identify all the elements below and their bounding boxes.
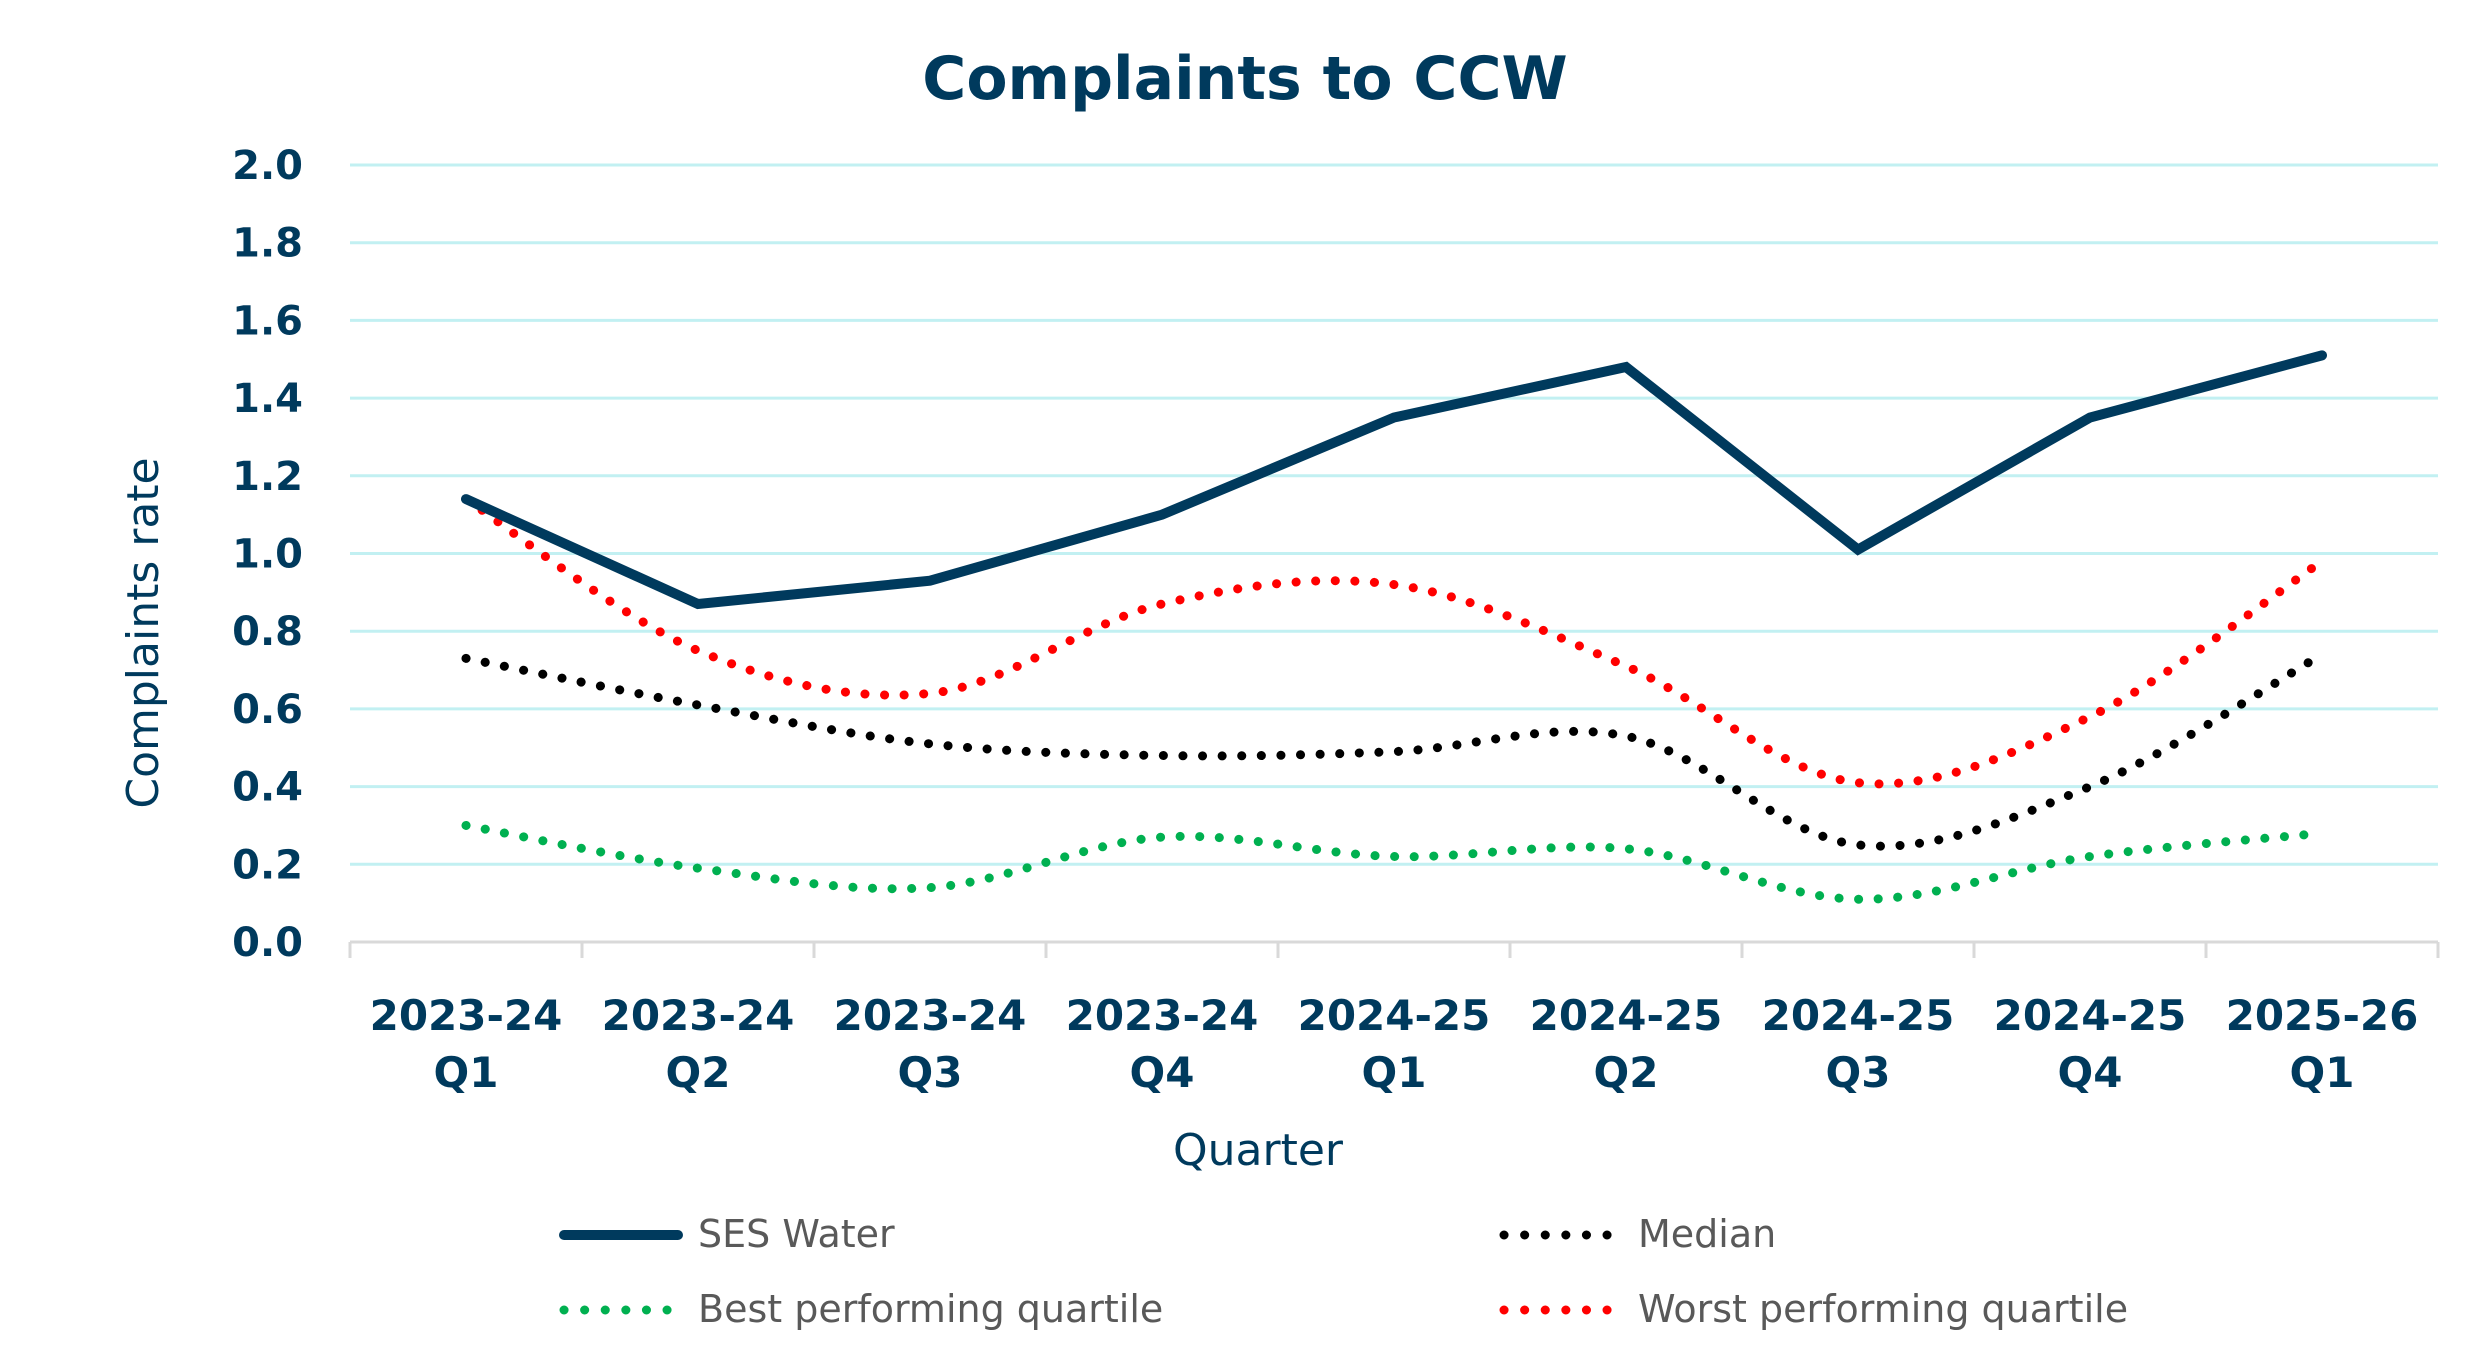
x-tick-label-quarter: Q1: [2290, 1048, 2355, 1097]
x-tick-label-year: 2024-25: [1762, 991, 1955, 1040]
y-tick-label: 1.0: [232, 532, 303, 578]
series-median: [461, 650, 2327, 851]
y-axis-ticks: 0.0 0.2 0.4 0.6 0.8 1.0 1.2 1.4 1.6 1.8 2.0: [232, 143, 303, 966]
series-line-median: [461, 650, 2327, 851]
y-tick-label: 1.4: [232, 376, 303, 422]
x-tick-label-year: 2024-25: [1530, 991, 1723, 1040]
legend-label: Median: [1638, 1212, 1776, 1256]
chart-title: Complaints to CCW: [922, 44, 1567, 114]
x-tick-label-quarter: Q4: [2058, 1048, 2123, 1097]
series-line-best-performing-quartile: [461, 820, 2327, 904]
y-tick-label: 0.6: [232, 687, 303, 733]
series-line-ses-water: [461, 350, 2327, 610]
x-tick-label-year: 2023-24: [1066, 991, 1259, 1040]
series-line-worst-performing-quartile: [461, 494, 2327, 789]
x-axis-ticks: 2023-24 Q1 2023-24 Q2 2023-24 Q3 2023-24 Q4 2024…: [370, 991, 2419, 1097]
legend-item-best-performing-quartile: Best performing quartile: [559, 1287, 1163, 1331]
x-axis: [348, 940, 2440, 958]
gridlines: [350, 163, 2438, 866]
y-tick-label: 1.2: [232, 454, 303, 500]
y-tick-label: 0.2: [232, 842, 303, 888]
y-tick-label: 1.8: [232, 221, 303, 267]
y-tick-label: 0.4: [232, 765, 303, 811]
x-axis-title: Quarter: [1173, 1125, 1344, 1176]
x-tick-label-year: 2024-25: [1298, 991, 1491, 1040]
series: [461, 350, 2327, 904]
legend-label: Worst performing quartile: [1638, 1287, 2128, 1331]
x-tick-label-quarter: Q4: [1130, 1048, 1195, 1097]
legend-item-ses-water: SES Water: [559, 1212, 895, 1256]
legend-item-worst-performing-quartile: Worst performing quartile: [1499, 1287, 2128, 1331]
x-tick-label-quarter: Q1: [434, 1048, 499, 1097]
x-tick-label-quarter: Q3: [1826, 1048, 1891, 1097]
x-tick-label-quarter: Q2: [666, 1048, 731, 1097]
legend-label: SES Water: [698, 1212, 895, 1256]
x-tick-label-quarter: Q2: [1594, 1048, 1659, 1097]
x-tick-label-year: 2025-26: [2226, 991, 2419, 1040]
legend: SES Water Median Best performing quartile W…: [559, 1212, 2128, 1331]
y-tick-label: 0.8: [232, 609, 303, 655]
x-tick-label-year: 2023-24: [834, 991, 1027, 1040]
x-tick-label-quarter: Q3: [898, 1048, 963, 1097]
y-tick-label: 2.0: [232, 143, 303, 189]
x-tick-label-year: 2024-25: [1994, 991, 2187, 1040]
y-tick-label: 1.6: [232, 298, 303, 344]
legend-item-median: Median: [1499, 1212, 1776, 1256]
series-worst-performing-quartile: [461, 494, 2327, 789]
x-tick-label-year: 2023-24: [602, 991, 795, 1040]
series-ses-water: [461, 350, 2327, 610]
x-tick-label-quarter: Q1: [1362, 1048, 1427, 1097]
series-best-performing-quartile: [461, 820, 2327, 904]
legend-label: Best performing quartile: [698, 1287, 1163, 1331]
y-tick-label: 0.0: [232, 920, 303, 966]
x-tick-label-year: 2023-24: [370, 991, 563, 1040]
y-axis-title: Complaints rate: [118, 457, 169, 808]
